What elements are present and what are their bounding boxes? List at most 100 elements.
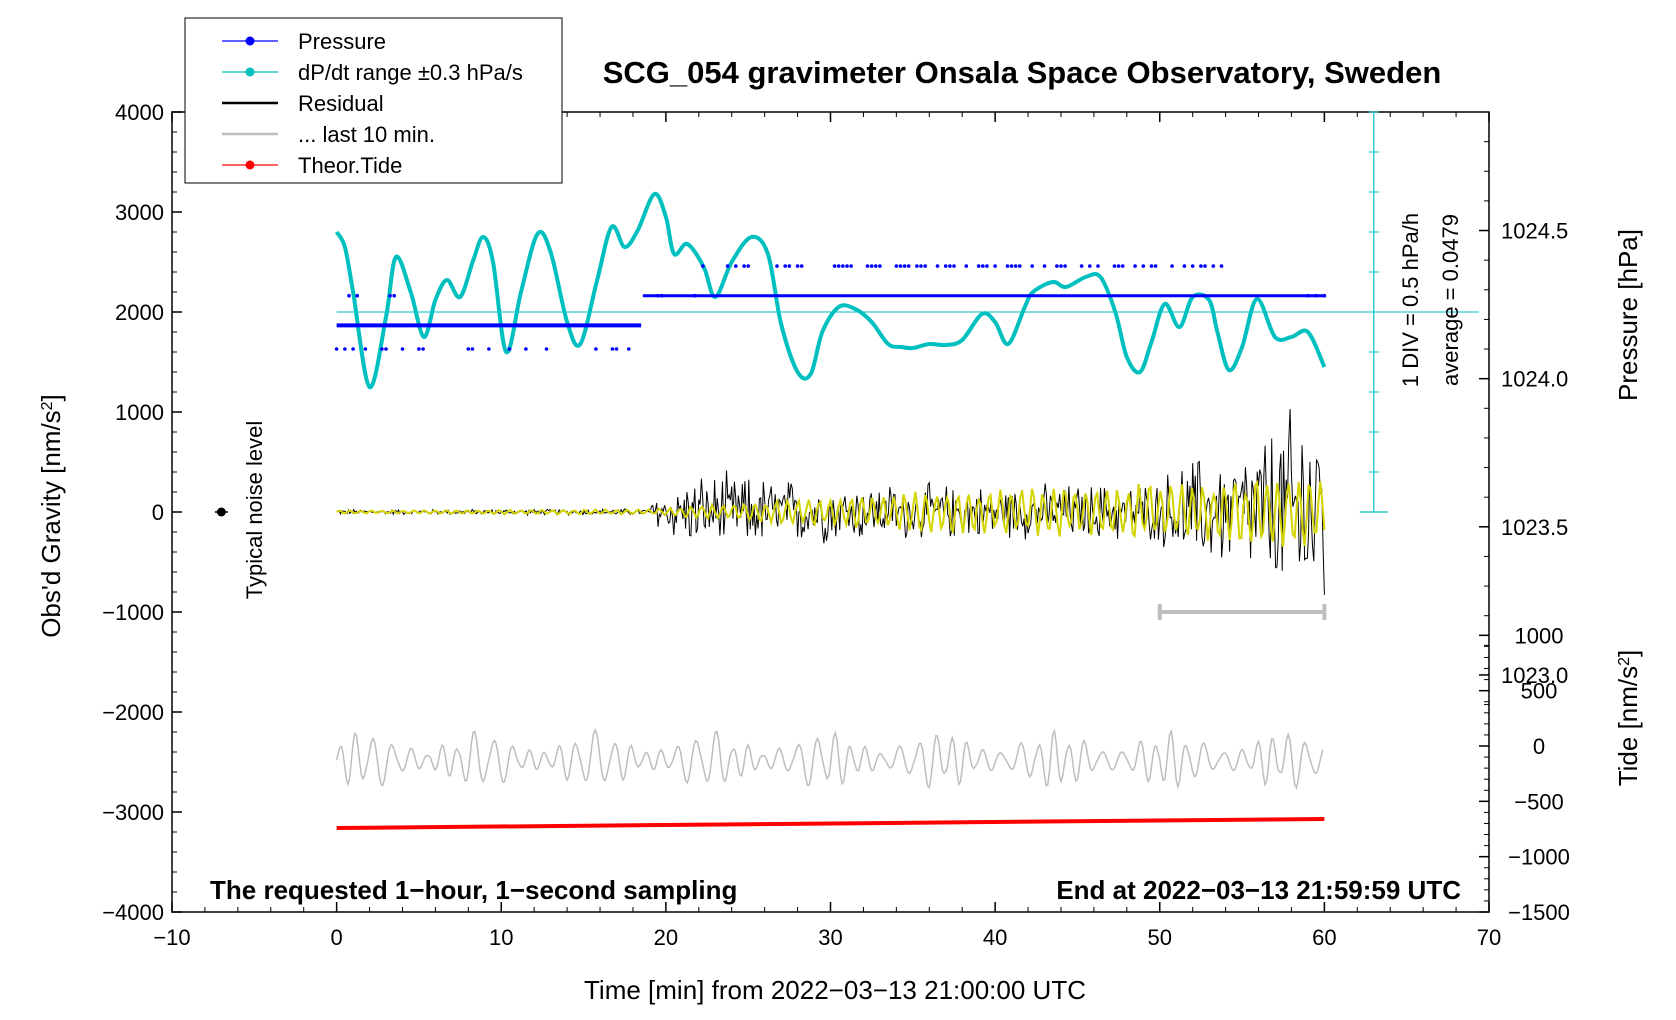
y-tick-label: 0 (152, 500, 164, 525)
pressure-point (627, 347, 631, 351)
tide-tick-label: −1000 (1508, 845, 1570, 870)
pressure-point (1211, 264, 1216, 268)
pressure-tick-label: 1023.5 (1501, 515, 1568, 540)
pressure-point (1199, 264, 1203, 268)
pressure-point (1055, 264, 1059, 268)
pressure-point (919, 264, 923, 268)
pressure-point (701, 264, 705, 268)
pressure-point (725, 264, 730, 268)
pressure-point (692, 293, 697, 298)
pressure-point (466, 347, 471, 351)
pressure-point (832, 264, 837, 268)
pressure-point (660, 293, 664, 298)
legend-label: Pressure (298, 29, 386, 54)
y-axis-title-sup: 2 (39, 401, 56, 410)
chart-title: SCG_054 gravimeter Onsala Space Observat… (603, 55, 1442, 90)
pressure-tick-label: 1024.0 (1501, 367, 1568, 392)
pressure-point (865, 264, 870, 268)
pressure-point (1088, 264, 1092, 268)
y-tick-label: 2000 (115, 300, 164, 325)
pressure-point (363, 347, 368, 351)
pressure-point (952, 264, 956, 268)
pressure-point (923, 264, 927, 268)
y-tick-label: 4000 (115, 100, 164, 125)
pressure-tick-label: 1024.5 (1501, 219, 1568, 244)
pressure-point (351, 347, 355, 351)
y-tick-label: 1000 (115, 400, 164, 425)
pressure-point (421, 347, 425, 351)
pressure-point (347, 293, 351, 298)
pressure-point (1306, 293, 1310, 298)
legend-label: Theor.Tide (298, 153, 402, 178)
pressure-point (392, 293, 397, 298)
pressure-point (787, 264, 792, 268)
tide-tick-label: −500 (1514, 789, 1564, 814)
y-tick-label: 3000 (115, 200, 164, 225)
pressure-point (1203, 264, 1207, 268)
pressure-point (1096, 264, 1100, 268)
pressure-point (742, 264, 746, 268)
pressure-point (981, 264, 985, 268)
tide-axis-ticks: 1000 500 0 −500 −1000 −1500 (1479, 623, 1570, 925)
average-label: average = 0.0479 (1438, 214, 1463, 386)
pressure-point (594, 347, 598, 351)
legend-marker (245, 67, 255, 77)
x-tick-label: −10 (153, 925, 190, 950)
theor-tide-line (336, 817, 1325, 830)
pressure-axis-ticks: 1024.5 1024.0 1023.5 1023.0 (1479, 141, 1568, 706)
pressure-point (1219, 264, 1224, 268)
pressure-point (1018, 264, 1022, 268)
y-tick-label: −2000 (102, 700, 164, 725)
tide-axis-title: Tide [nm/s2] (1613, 650, 1643, 787)
x-tick-label: 60 (1312, 925, 1336, 950)
pressure-point (1190, 264, 1195, 268)
pressure-point (1116, 264, 1121, 268)
pressure-point (935, 264, 940, 268)
y-tick-label: −4000 (102, 900, 164, 925)
x-tick-label: 40 (983, 925, 1007, 950)
noise-level-label: Typical noise level (242, 421, 267, 600)
pressure-point (734, 264, 738, 268)
pressure-point (943, 264, 948, 268)
pressure-point (775, 264, 779, 268)
pressure-point (384, 347, 388, 351)
pressure-point (388, 293, 392, 298)
pressure-point (610, 347, 615, 351)
pressure-axis-title: Pressure [hPa] (1613, 229, 1643, 401)
dpdt-line (334, 191, 1327, 390)
pressure-point (1005, 264, 1010, 268)
tide-tick-label: −1500 (1508, 900, 1570, 925)
pressure-point (614, 347, 619, 351)
residual-smoothed-line (336, 479, 1326, 547)
pressure-point (1322, 293, 1327, 298)
pressure-point (906, 264, 911, 268)
y-tick-label: −1000 (102, 600, 164, 625)
pressure-point (915, 264, 919, 268)
x-tick-label: 30 (818, 925, 842, 950)
pressure-point (841, 264, 845, 268)
pressure-point (993, 264, 997, 268)
pressure-point (544, 347, 549, 351)
noise-level-marker (216, 507, 226, 517)
pressure-point (1153, 264, 1158, 268)
tide-tick-label: 0 (1533, 734, 1545, 759)
pressure-point (898, 264, 903, 268)
pressure-point (964, 264, 969, 268)
pressure-point (1141, 264, 1146, 268)
pressure-point (1133, 264, 1137, 268)
tide-tick-label: 1000 (1515, 623, 1564, 648)
x-tick-label: 20 (654, 925, 678, 950)
legend-label: dP/dt range ±0.3 hPa/s (298, 60, 523, 85)
pressure-point (1059, 264, 1063, 268)
pressure-point (985, 264, 989, 268)
pressure-point (894, 264, 899, 268)
pressure-point (524, 347, 528, 351)
x-tick-label: 10 (489, 925, 513, 950)
pressure-point (1079, 264, 1084, 268)
series-layer (214, 111, 1479, 830)
legend-marker (245, 36, 255, 46)
pressure-point (417, 347, 421, 351)
pressure-point (1314, 293, 1318, 298)
pressure-point (487, 347, 491, 351)
